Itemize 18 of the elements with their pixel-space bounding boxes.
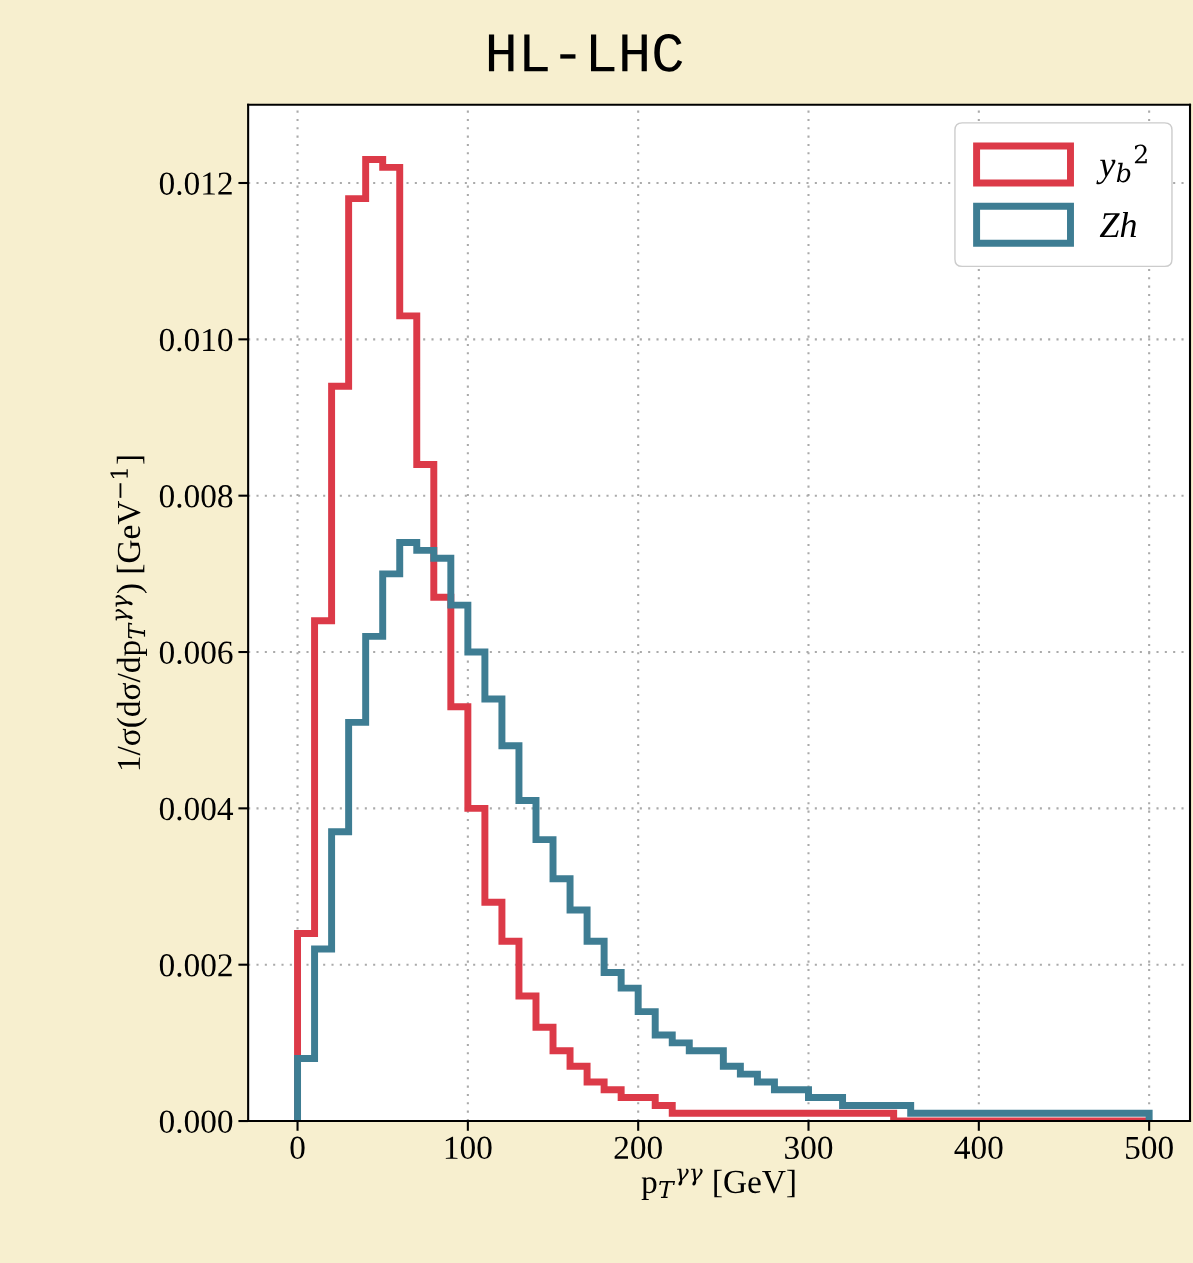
x-axis-title: p$_{T}$$^{γγ}$ [GeV]: [641, 1168, 795, 1200]
y-tick-label: 0.008: [159, 485, 233, 508]
x-tick-label: 300: [785, 1136, 833, 1160]
y-tick-label: 0.012: [159, 172, 232, 196]
y-tick-label: 0.006: [159, 641, 233, 665]
x-tick-label: 400: [954, 1136, 1003, 1160]
legend-label: Zh: [1099, 211, 1137, 237]
y-tick-label: 0.010: [159, 328, 233, 352]
x-tick-label: 500: [1126, 1136, 1173, 1160]
y-tick-label: 0.002: [159, 954, 232, 977]
x-tick-label: 200: [614, 1136, 662, 1160]
x-tick-label: 0: [290, 1136, 305, 1160]
y-tick-label: 0.000: [159, 1110, 233, 1134]
y-axis-title: 1/σ(dσ/dp$_{T}$$^{γγ}$) [GeV$^{−1}$]: [110, 456, 147, 770]
x-tick-label: 100: [445, 1136, 492, 1160]
y-tick-label: 0.004: [159, 797, 234, 821]
legend-label: y$_{b}$$^{2}$: [1096, 144, 1147, 185]
chart-title: HL-LHC: [488, 34, 683, 72]
